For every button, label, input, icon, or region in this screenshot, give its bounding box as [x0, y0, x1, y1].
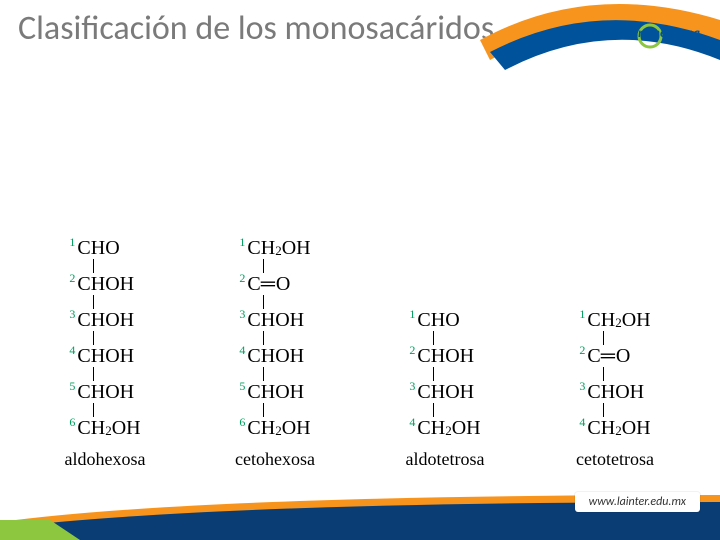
carbon-row: 3CHOH	[239, 309, 304, 331]
carbon-row: 5CHOH	[69, 381, 134, 403]
carbon-chain: 1CHO 2CHOH 3CHOH 4CH2OH	[409, 309, 480, 439]
bond	[263, 331, 264, 345]
carbon-row: 6CH2OH	[69, 417, 140, 439]
carbon-row: 1CHO	[69, 237, 119, 259]
carbon-row: 4CH2OH	[409, 417, 480, 439]
carbon-row: 3CHOH	[409, 381, 474, 403]
molecule-name: aldohexosa	[65, 449, 146, 470]
carbon-row: 4CH2OH	[579, 417, 650, 439]
carbon-row: 3CHOH	[579, 381, 644, 403]
bond	[93, 295, 94, 309]
bond	[433, 367, 434, 381]
molecule: 1CHO 2CHOH 3CHOH 4CH2OH aldotetrosa	[360, 309, 530, 470]
bond	[603, 367, 604, 381]
footer-url: www.lainter.edu.mx	[575, 492, 700, 512]
bond	[603, 403, 604, 417]
molecule: 1CH2OH 2C═O 3CHOH 4CHOH 5CHOH 6CH2OH cetohexos…	[190, 237, 360, 470]
molecule: 1CH2OH 2C═O 3CHOH 4CH2OH cetotetrosa	[530, 309, 700, 470]
bond	[263, 295, 264, 309]
molecules-container: 1CHO 2CHOH 3CHOH 4CHOH 5CHOH 6CH2OH aldohexosa…	[20, 100, 700, 470]
bond	[263, 403, 264, 417]
carbon-row: 5CHOH	[239, 381, 304, 403]
carbon-chain: 1CHO 2CHOH 3CHOH 4CHOH 5CHOH 6CH2OH	[69, 237, 140, 439]
molecule-name: cetohexosa	[235, 449, 315, 470]
bond	[263, 259, 264, 273]
carbon-chain: 1CH2OH 2C═O 3CHOH 4CHOH 5CHOH 6CH2OH	[239, 237, 310, 439]
logo-text: interamericana	[617, 26, 700, 41]
bond	[433, 403, 434, 417]
carbon-chain: 1CH2OH 2C═O 3CHOH 4CH2OH	[579, 309, 650, 439]
bond	[433, 331, 434, 345]
molecule-name: cetotetrosa	[576, 449, 654, 470]
carbon-row: 1CHO	[409, 309, 459, 331]
carbon-row: 4CHOH	[69, 345, 134, 367]
footer: www.lainter.edu.mx	[0, 490, 720, 540]
bond	[263, 367, 264, 381]
carbon-row: 1CH2OH	[579, 309, 650, 331]
bond	[603, 331, 604, 345]
molecule-name: aldotetrosa	[406, 449, 485, 470]
page-title: Clasificación de los monosacáridos	[18, 8, 494, 49]
carbon-row: 6CH2OH	[239, 417, 310, 439]
carbon-row: 2CHOH	[409, 345, 474, 367]
bond	[93, 403, 94, 417]
bond	[93, 367, 94, 381]
carbon-row: 1CH2OH	[239, 237, 310, 259]
bond	[93, 331, 94, 345]
bond	[93, 259, 94, 273]
slide: Clasificación de los monosacáridos inter…	[0, 0, 720, 540]
carbon-row: 3CHOH	[69, 309, 134, 331]
carbon-row: 2C═O	[239, 273, 291, 295]
carbon-row: 2CHOH	[69, 273, 134, 295]
carbon-row: 2C═O	[579, 345, 631, 367]
molecule: 1CHO 2CHOH 3CHOH 4CHOH 5CHOH 6CH2OH aldohexosa	[20, 237, 190, 470]
carbon-row: 4CHOH	[239, 345, 304, 367]
logo-swoosh	[460, 0, 720, 90]
